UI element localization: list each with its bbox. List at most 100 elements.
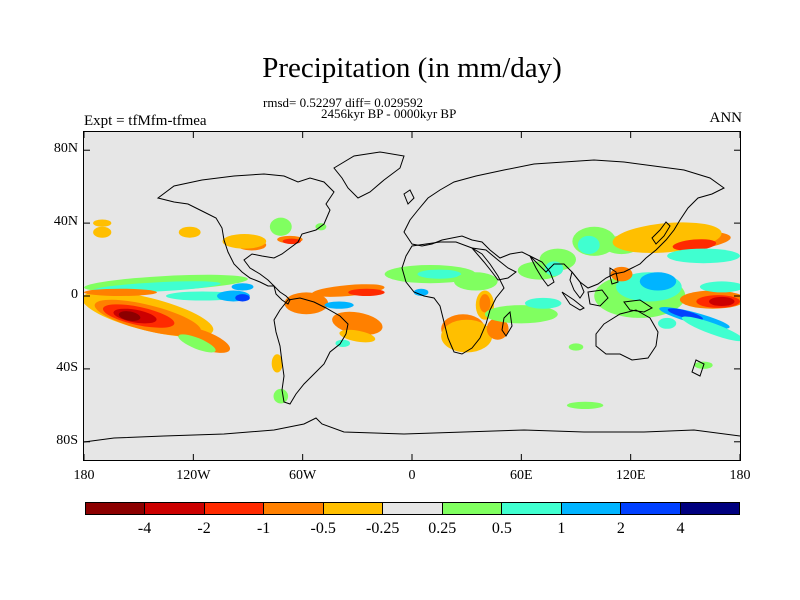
anomaly-tropical-atlantic-blue <box>324 301 354 309</box>
y-axis-label: 40N <box>53 214 78 230</box>
coastline-antarctica <box>84 417 740 443</box>
coastline-indochina <box>569 270 585 299</box>
y-axis-label: 40S <box>56 359 78 375</box>
coastline-new-guinea <box>623 299 653 313</box>
anomaly-patches <box>84 217 740 409</box>
anomaly-north-pacific-dry <box>178 226 201 238</box>
coastline-africa <box>401 241 505 355</box>
colorbar-box <box>204 503 265 514</box>
coastline-central-america <box>273 284 291 305</box>
anomaly-south-atlantic-orange <box>332 311 383 335</box>
anomaly-spcz-cyan <box>681 316 740 342</box>
anomaly-patagonia-green <box>273 388 289 404</box>
x-axis-label: 180 <box>729 468 751 483</box>
colorbar-box <box>680 503 739 514</box>
colorbar-label: 1 <box>557 520 566 537</box>
colorbar-label: -2 <box>197 520 211 537</box>
anomaly-gulf-yellow <box>222 234 267 249</box>
anomaly-indian-ocean-cyan <box>524 297 562 309</box>
anomaly-southern-ocean-green <box>566 401 604 409</box>
coastline-new-zealand <box>691 359 705 377</box>
anomaly-south-america-orange <box>284 292 329 315</box>
y-axis-label: 80S <box>56 432 78 448</box>
anomaly-south-indian-green <box>568 343 584 351</box>
anomaly-north-pacific-cyan <box>699 281 740 293</box>
coastline-arabia <box>470 247 517 281</box>
colorbar-box <box>621 503 681 514</box>
coastline-north-america <box>156 173 335 287</box>
colorbar <box>85 502 740 515</box>
y-axis-label: 0 <box>71 287 78 302</box>
anomaly-north-atlantic-red <box>348 288 385 296</box>
coastline-south-america <box>273 297 349 405</box>
stats-line: rmsd= 0.52297 diff= 0.029592 <box>263 95 423 110</box>
anomaly-north-atlantic-yellow-2 <box>93 219 112 227</box>
coastline-philippines <box>609 267 619 285</box>
y-axis-label: 80N <box>53 141 78 157</box>
anomaly-indian-ocean-green <box>484 305 558 324</box>
anomaly-west-pacific-darkred <box>709 296 735 307</box>
coastline-greenland <box>333 151 405 199</box>
map-canvas <box>84 132 740 460</box>
coastline-india <box>528 254 555 287</box>
x-axis-label: 180 <box>73 468 95 483</box>
coastline-britain <box>403 189 415 205</box>
colorbar-label: -4 <box>137 520 152 537</box>
anomaly-pacific-wet-tail <box>178 334 216 353</box>
colorbar-box <box>383 503 443 514</box>
anomaly-hawaii-orange <box>93 226 112 238</box>
anomaly-pacific-east-blue <box>231 283 254 291</box>
anomaly-australia-cyan <box>658 317 677 329</box>
anomaly-spcz-darkblue <box>667 308 703 321</box>
x-axis-label: 120E <box>615 468 646 483</box>
period-line: 2456kyr BP - 0000kyr BP <box>321 106 457 121</box>
coastline-borneo <box>587 289 609 307</box>
anomaly-east-pacific-dry-band <box>84 288 157 296</box>
anomaly-east-africa-orange <box>479 294 491 313</box>
anomaly-india-cyan <box>545 261 564 276</box>
anomaly-sahel-cyan <box>417 269 462 279</box>
coastline-sumatra <box>561 291 585 311</box>
axis-ticks <box>84 132 740 460</box>
colorbar-label: 0.25 <box>428 520 457 537</box>
x-axis-label: 60E <box>510 468 533 483</box>
anomaly-us-east-green <box>269 217 292 236</box>
anomaly-south-africa-yellow <box>441 319 493 353</box>
colorbar-box <box>502 503 562 514</box>
colorbar-label: 2 <box>616 520 625 537</box>
colorbar-box <box>442 503 503 514</box>
anomaly-china-cyan <box>577 235 600 255</box>
anomaly-west-pacific-red-north <box>672 239 717 251</box>
anomaly-south-pacific-dry-core <box>118 311 141 321</box>
season-label: ANN <box>709 110 743 126</box>
x-axis-label: 120W <box>176 468 211 483</box>
coastline-australia <box>595 309 659 361</box>
precipitation-map <box>83 131 741 461</box>
anomaly-east-pacific-blue-core <box>235 294 250 302</box>
anomaly-maritime-continent-blue <box>639 272 677 291</box>
experiment-label: Expt = tfMfm-tfmea <box>84 113 207 129</box>
coastline-madagascar <box>501 310 513 337</box>
colorbar-label: 4 <box>676 520 685 537</box>
colorbar-box <box>264 503 324 514</box>
coastlines <box>84 151 740 443</box>
colorbar-box <box>323 503 384 514</box>
coastline-eurasia <box>403 159 725 289</box>
x-axis-label: 0 <box>408 468 416 483</box>
anomaly-chile-yellow <box>271 354 283 373</box>
colorbar-box <box>145 503 205 514</box>
anomaly-africa-blue <box>413 288 429 296</box>
anomaly-south-atlantic-yellow <box>339 329 376 343</box>
colorbar-label: -1 <box>256 520 271 537</box>
plot-title: Precipitation (in mm/day) <box>262 52 562 84</box>
coastline-japan <box>651 221 671 245</box>
x-axis-label: 60W <box>289 468 317 483</box>
anomaly-west-pacific-cyan-north <box>667 248 740 264</box>
colorbar-label: 0.5 <box>491 520 512 537</box>
colorbar-label: -0.25 <box>366 520 400 537</box>
anomaly-pacific-dry-tail <box>174 326 231 353</box>
anomaly-east-africa-green <box>453 272 498 291</box>
colorbar-box <box>561 503 622 514</box>
colorbar-label: -0.5 <box>310 520 336 537</box>
colorbar-box <box>86 503 146 514</box>
